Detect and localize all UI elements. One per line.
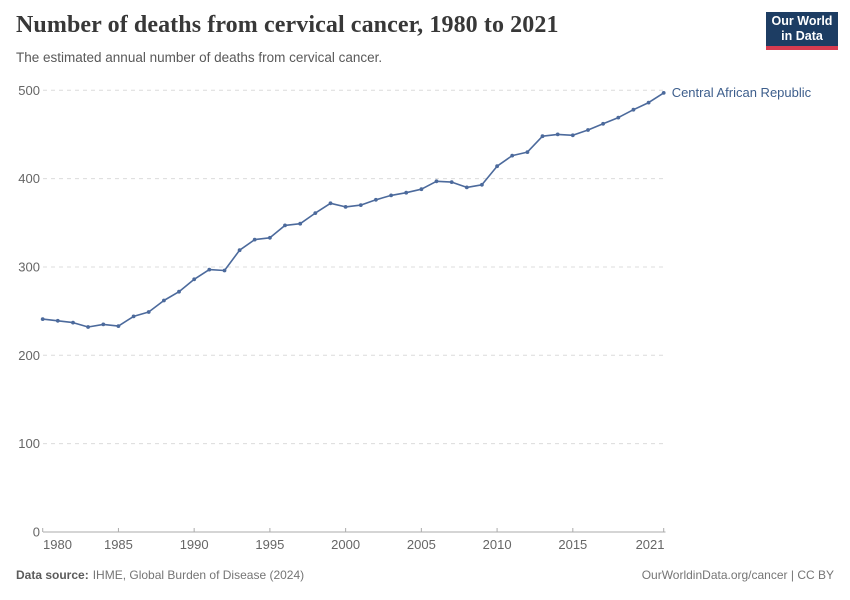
y-tick-label: 100 bbox=[18, 436, 40, 451]
data-point bbox=[192, 277, 197, 282]
data-source-label: Data source: bbox=[16, 568, 89, 582]
y-tick-label: 0 bbox=[33, 525, 40, 540]
data-point bbox=[116, 324, 121, 328]
data-point bbox=[586, 128, 590, 132]
y-tick-label: 300 bbox=[18, 259, 40, 274]
data-point bbox=[86, 325, 90, 329]
x-tick-label: 2015 bbox=[558, 537, 587, 552]
data-point bbox=[146, 310, 151, 314]
data-point bbox=[419, 187, 424, 192]
data-point bbox=[510, 153, 515, 158]
x-tick-label: 1990 bbox=[180, 537, 209, 552]
data-point bbox=[222, 268, 227, 273]
data-point bbox=[162, 298, 166, 303]
data-point bbox=[252, 237, 257, 242]
data-point bbox=[131, 314, 136, 319]
data-point bbox=[374, 197, 378, 202]
data-point bbox=[449, 180, 454, 185]
y-tick-label: 500 bbox=[18, 83, 40, 98]
data-point bbox=[358, 203, 363, 208]
data-point bbox=[283, 223, 287, 228]
x-tick-label: 1985 bbox=[104, 537, 133, 552]
owid-logo-line2: in Data bbox=[781, 29, 823, 43]
series-label: Central African Republic bbox=[671, 84, 812, 100]
data-point bbox=[616, 115, 621, 120]
x-tick-label: 2010 bbox=[483, 537, 512, 552]
data-point bbox=[268, 235, 272, 240]
data-source: Data source: IHME, Global Burden of Disea… bbox=[16, 568, 304, 582]
data-point bbox=[495, 164, 499, 169]
data-point bbox=[298, 221, 303, 226]
data-point bbox=[389, 193, 393, 198]
data-point bbox=[555, 132, 560, 137]
owid-logo-line1: Our World bbox=[771, 13, 833, 28]
data-point bbox=[71, 320, 75, 325]
chart-title: Number of deaths from cervical cancer, 1… bbox=[16, 12, 559, 38]
data-point bbox=[646, 100, 651, 105]
data-point bbox=[177, 289, 181, 294]
y-tick-label: 400 bbox=[18, 171, 40, 186]
data-line bbox=[41, 92, 665, 328]
data-point bbox=[404, 190, 409, 195]
credit-link[interactable]: OurWorldinData.org/cancer | CC BY bbox=[641, 568, 834, 582]
data-point bbox=[661, 91, 666, 95]
data-point bbox=[540, 134, 545, 139]
owid-logo: Our World in Data bbox=[766, 12, 838, 50]
data-point bbox=[101, 322, 106, 327]
data-point bbox=[631, 107, 636, 112]
y-tick-label: 200 bbox=[18, 348, 40, 363]
chart-subtitle: The estimated annual number of deaths fr… bbox=[16, 50, 383, 65]
data-point bbox=[207, 267, 212, 272]
data-source-value: IHME, Global Burden of Disease (2024) bbox=[92, 568, 305, 582]
data-point bbox=[434, 179, 439, 184]
data-point bbox=[313, 211, 318, 216]
x-tick-label: 2005 bbox=[407, 537, 436, 552]
x-tick-label: 2000 bbox=[331, 537, 360, 552]
data-point bbox=[464, 185, 469, 190]
data-point bbox=[40, 317, 45, 321]
x-tick-label: 2021 bbox=[636, 537, 665, 552]
data-point bbox=[328, 201, 333, 206]
data-point bbox=[343, 205, 348, 209]
data-point bbox=[601, 121, 605, 126]
data-point bbox=[570, 133, 575, 138]
data-point bbox=[55, 318, 60, 323]
x-tick-label: 1980 bbox=[43, 537, 72, 552]
data-point bbox=[237, 248, 242, 253]
x-tick-label: 1995 bbox=[255, 537, 284, 552]
data-point bbox=[480, 182, 484, 187]
data-point bbox=[525, 150, 530, 155]
